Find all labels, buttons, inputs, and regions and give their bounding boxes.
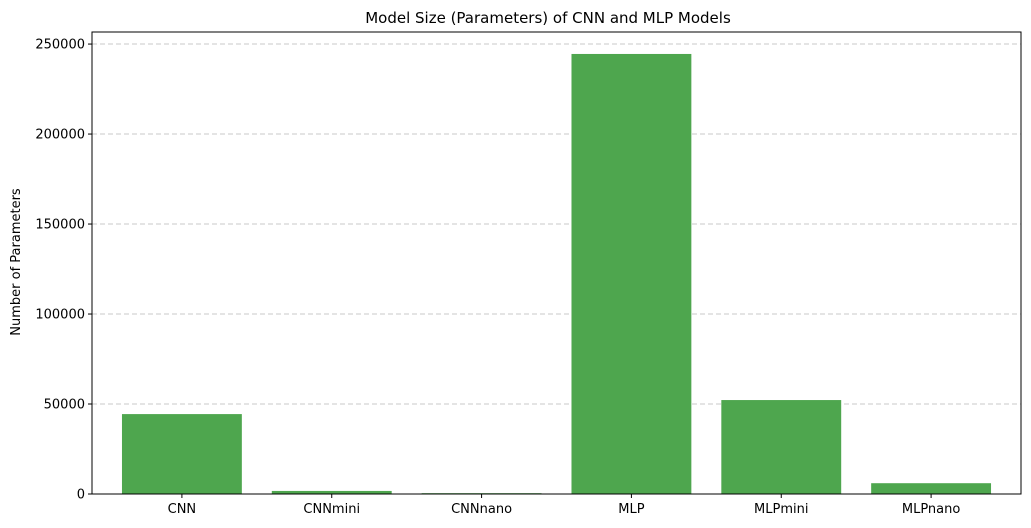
x-tick-label: MLPmini	[754, 502, 808, 517]
y-tick-label: 150000	[35, 218, 85, 233]
axes	[91, 31, 1022, 495]
y-tick-label: 200000	[35, 128, 85, 143]
y-ticks: 0 50000 100000 150000 200000 250000	[35, 38, 92, 503]
bar-mlpnano	[871, 483, 992, 494]
bar-cnnmini	[271, 490, 392, 494]
bars	[121, 53, 992, 494]
x-tick-label: MLPnano	[902, 502, 961, 517]
y-tick-label: 250000	[35, 38, 85, 53]
bar-mlp	[571, 53, 692, 494]
x-tick-label: CNNnano	[451, 502, 512, 517]
y-tick-label: 50000	[44, 398, 85, 413]
gridlines	[92, 43, 1021, 405]
bar-cnn	[121, 414, 242, 494]
x-tick-label: CNNmini	[303, 502, 360, 517]
x-ticks: CNN CNNmini CNNnano MLP MLPmini MLPnano	[168, 494, 961, 517]
y-tick-label: 100000	[35, 308, 85, 323]
chart-title: Model Size (Parameters) of CNN and MLP M…	[365, 9, 731, 27]
bar-mlpmini	[721, 400, 842, 494]
x-tick-label: MLP	[618, 502, 644, 517]
plot-frame	[91, 31, 1022, 495]
y-tick-label: 0	[77, 488, 85, 503]
y-axis-label: Number of Parameters	[9, 188, 24, 336]
x-tick-label: CNN	[168, 502, 197, 517]
